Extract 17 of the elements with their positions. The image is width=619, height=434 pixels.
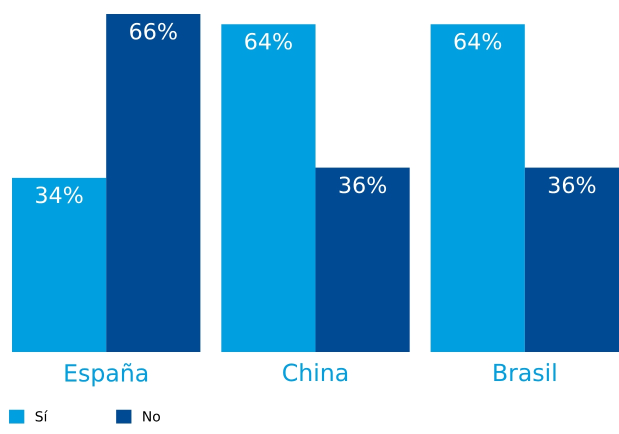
x-tick-label: China [283, 363, 348, 382]
data-label: 36% [548, 176, 596, 194]
data-label: 66% [130, 22, 177, 40]
bar [12, 178, 106, 352]
data-label: 64% [454, 32, 502, 50]
bar [430, 24, 525, 352]
data-label: 34% [36, 186, 83, 204]
x-tick-label: España [65, 363, 148, 386]
data-label: 64% [245, 32, 292, 50]
legend-label: Sí [36, 410, 48, 422]
bar [221, 24, 316, 352]
bar [106, 14, 200, 352]
bar [524, 168, 619, 352]
x-tick-label: Brasil [494, 363, 556, 382]
legend-label: No [143, 411, 160, 422]
bar [316, 168, 410, 352]
data-label: 36% [340, 176, 386, 194]
